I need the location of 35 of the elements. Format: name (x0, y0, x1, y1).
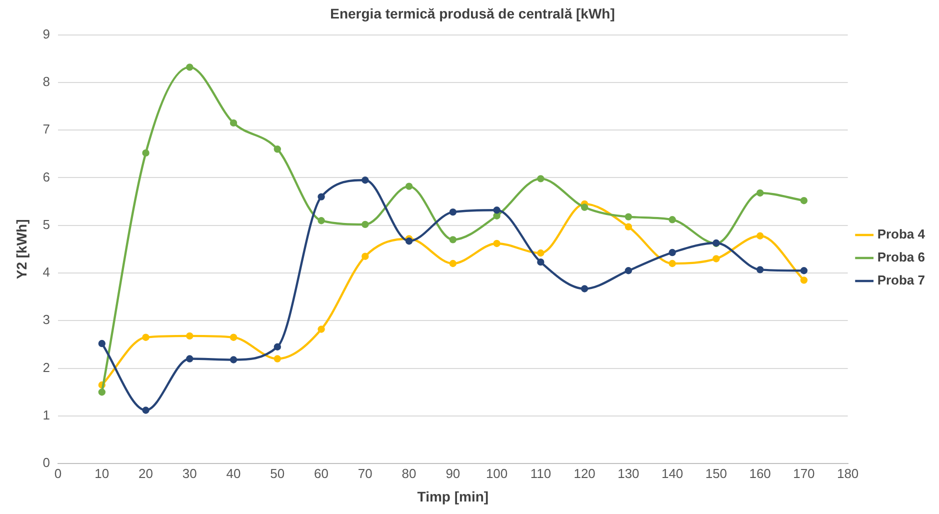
y-tick-label: 2 (42, 360, 50, 375)
x-tick-label: 70 (358, 466, 372, 481)
legend-label: Proba 4 (877, 226, 926, 242)
x-tick-label: 180 (836, 466, 859, 481)
y-tick-label: 6 (42, 169, 50, 184)
x-tick-label: 100 (486, 466, 508, 481)
x-tick-label: 50 (270, 466, 285, 481)
x-tick-label: 130 (618, 466, 640, 481)
x-tick-label: 90 (446, 466, 460, 481)
y-axis-title: Y2 [kWh] (13, 219, 30, 280)
x-tick-label: 10 (94, 466, 110, 481)
y-tick-label: 1 (42, 408, 50, 423)
x-axis-title: Timp [min] (417, 488, 489, 504)
x-tick-label: 170 (793, 466, 815, 481)
x-tick-label: 140 (661, 466, 684, 481)
chart-title: Energia termică produsă de centrală [kWh] (330, 5, 615, 22)
y-tick-label: 8 (42, 74, 50, 90)
x-tick-label: 60 (314, 466, 329, 481)
y-tick-label: 3 (42, 312, 50, 328)
y-tick-label: 0 (42, 455, 50, 470)
y-tick-label: 7 (42, 122, 50, 137)
legend-label: Proba 7 (877, 272, 926, 288)
x-tick-label: 40 (226, 466, 241, 481)
x-tick-label: 150 (705, 466, 728, 481)
y-tick-label: 4 (42, 264, 50, 280)
x-tick-label: 30 (182, 466, 197, 481)
x-tick-label: 120 (574, 466, 596, 481)
y-tick-label: 5 (42, 216, 50, 232)
x-tick-label: 160 (749, 466, 771, 481)
x-tick-label: 110 (530, 466, 552, 481)
x-tick-label: 20 (138, 466, 154, 481)
x-tick-label: 80 (402, 466, 416, 481)
legend-label: Proba 6 (877, 250, 926, 265)
y-tick-label: 9 (42, 26, 50, 42)
x-tick-label: 0 (54, 466, 62, 481)
